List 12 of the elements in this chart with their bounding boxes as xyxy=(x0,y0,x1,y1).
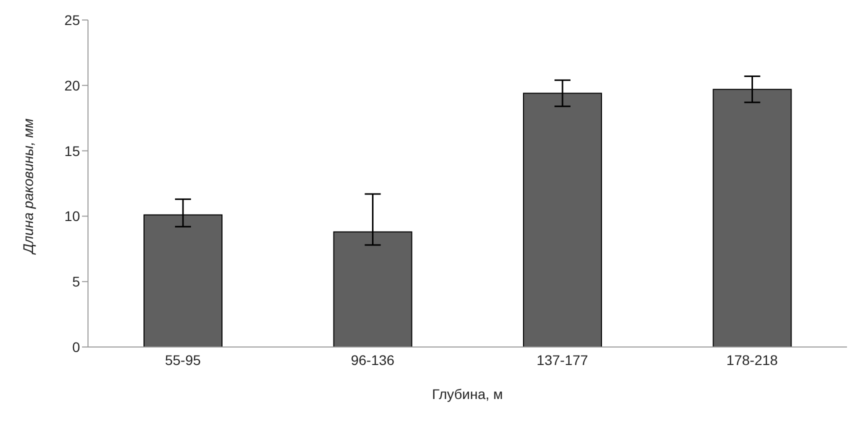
x-tick-label: 178-218 xyxy=(726,352,778,368)
x-tick-label: 96-136 xyxy=(350,352,395,368)
y-tick-label: 20 xyxy=(64,77,80,94)
x-tick-label: 55-95 xyxy=(164,352,201,368)
y-tick-label: 10 xyxy=(64,208,80,224)
y-tick-label: 15 xyxy=(64,142,80,159)
x-axis-title: Глубина, м xyxy=(432,386,503,402)
y-tick-label: 0 xyxy=(72,338,80,355)
x-tick-label: 137-177 xyxy=(536,352,588,368)
y-tick-label: 25 xyxy=(64,12,80,28)
y-axis-title: Длина раковины, мм xyxy=(20,118,36,256)
y-tick-label: 5 xyxy=(72,274,80,290)
